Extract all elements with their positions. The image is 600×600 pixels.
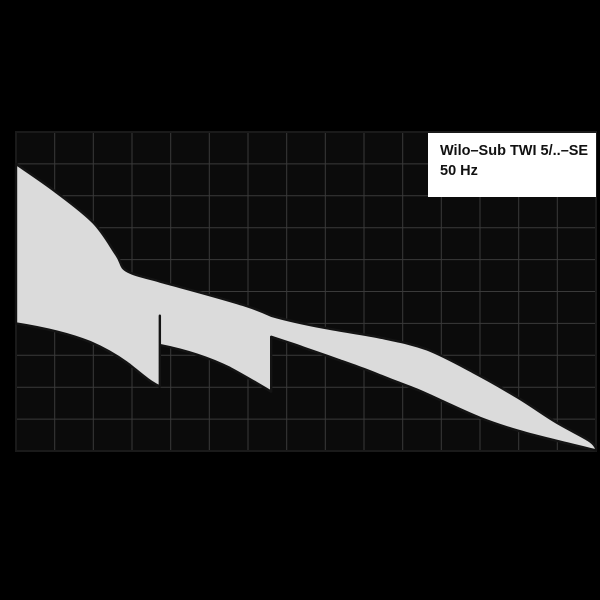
svg-text:50 Hz: 50 Hz — [440, 163, 478, 179]
svg-text:Wilo–Sub TWI 5/..–SE: Wilo–Sub TWI 5/..–SE — [440, 143, 588, 159]
